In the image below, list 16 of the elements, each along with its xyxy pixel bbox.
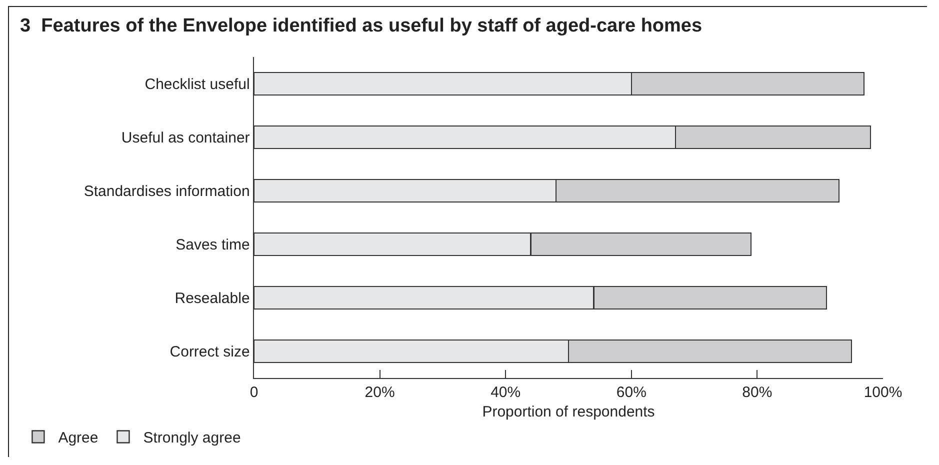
chart-title: 3 Features of the Envelope identified as useful by staff of aged-care homes [20, 16, 702, 37]
x-tick-label: 80% [742, 384, 772, 402]
y-tick-label: Standardises information [84, 183, 250, 200]
x-tick-label: 100% [864, 384, 902, 402]
x-tick-label: 0 [250, 384, 258, 402]
y-tick-label: Useful as container [121, 130, 250, 146]
x-tick-label: 60% [616, 384, 646, 402]
legend-label: Agree [58, 430, 98, 447]
y-tick-label: Correct size [170, 344, 250, 360]
x-tick-label: 20% [364, 384, 395, 402]
y-tick-label: Checklist useful [144, 76, 250, 93]
y-tick-label: Saves time [176, 236, 250, 254]
x-axis-title: Proportion of respondents [482, 403, 655, 420]
x-tick-label: 40% [490, 384, 521, 402]
legend-label: Strongly agree [143, 430, 241, 447]
y-tick-label: Resealable [174, 290, 250, 307]
